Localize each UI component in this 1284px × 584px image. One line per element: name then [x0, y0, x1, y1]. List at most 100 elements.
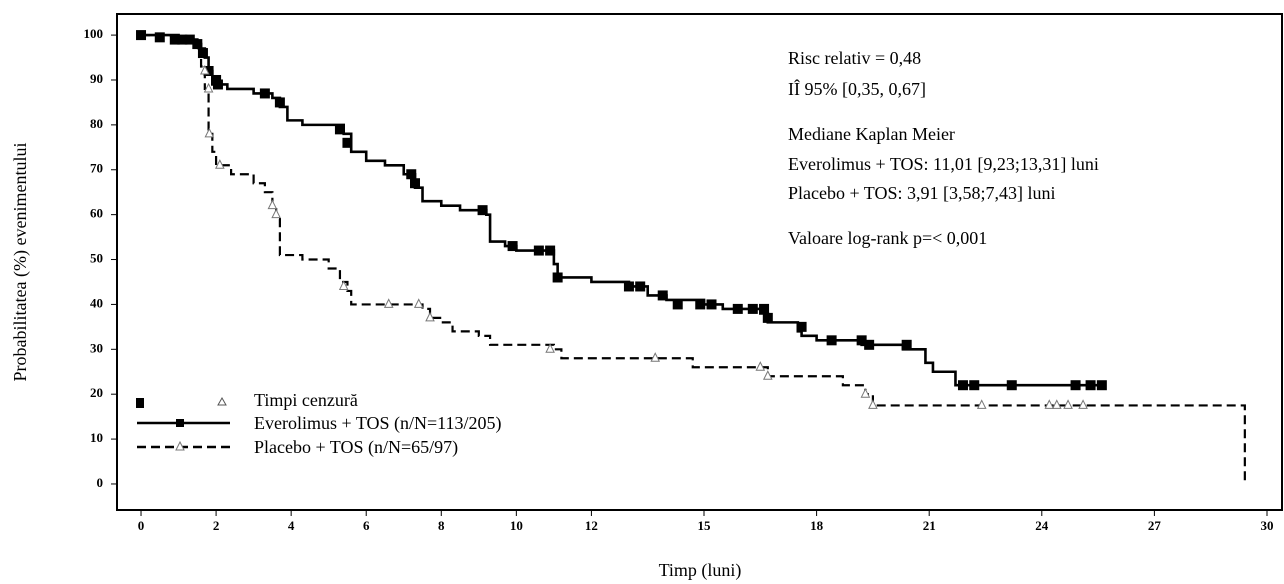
x-tick-label: 0	[138, 518, 145, 533]
annotation: IÎ 95% [0,35, 0,67]	[788, 78, 926, 99]
censor-mark	[1052, 399, 1062, 409]
censor-mark	[203, 82, 214, 93]
x-tick-label: 8	[438, 518, 445, 533]
censor-mark	[1006, 380, 1017, 391]
censor-mark	[334, 124, 345, 135]
censor-mark	[1044, 399, 1055, 409]
x-tick-label: 12	[585, 518, 598, 533]
censor-mark	[200, 64, 210, 75]
censor-mark	[477, 205, 488, 216]
censor-mark	[762, 312, 773, 323]
censor-mark	[1085, 380, 1096, 391]
censor-mark	[1096, 380, 1107, 391]
censor-mark	[672, 299, 683, 310]
censor-mark	[826, 335, 837, 346]
x-tick-label: 27	[1148, 518, 1162, 533]
censor-mark	[274, 97, 285, 108]
censor-mark	[650, 352, 661, 362]
x-tick-label: 24	[1035, 518, 1049, 533]
x-tick-label: 10	[510, 518, 523, 533]
x-axis-label: Timp (luni)	[659, 560, 742, 581]
censor-mark	[169, 34, 180, 45]
censor-mark	[533, 245, 544, 256]
censor-mark	[868, 399, 878, 409]
censor-mark	[695, 299, 706, 310]
censor-mark	[154, 32, 165, 43]
censor-mark	[184, 34, 195, 45]
y-tick-label: 80	[90, 116, 103, 131]
x-tick-label: 4	[288, 518, 295, 533]
legend-censor-label: Timpi cenzură	[254, 390, 358, 410]
legend-censor-square	[136, 398, 144, 408]
censor-mark	[259, 88, 270, 99]
y-tick-label: 20	[90, 385, 103, 400]
censor-mark	[271, 208, 281, 219]
censor-mark	[755, 361, 766, 371]
y-tick-label: 30	[90, 340, 103, 355]
censor-mark	[413, 298, 424, 308]
y-tick-label: 60	[90, 206, 103, 221]
censor-mark	[901, 339, 912, 350]
censor-mark	[215, 159, 225, 169]
censor-mark	[197, 48, 208, 59]
legend-marker	[176, 419, 184, 427]
censor-mark	[545, 343, 555, 353]
legend-censor-triangle	[217, 396, 227, 406]
censor-mark	[759, 303, 770, 314]
censor-mark	[796, 321, 807, 332]
annotation: Mediane Kaplan Meier	[788, 124, 955, 144]
y-tick-label: 40	[90, 295, 103, 310]
x-tick-label: 6	[363, 518, 370, 533]
x-tick-label: 15	[698, 518, 712, 533]
censor-mark	[732, 303, 743, 314]
annotation: Placebo + TOS: 3,91 [3,58;7,43] luni	[788, 183, 1055, 203]
y-tick-label: 90	[90, 71, 103, 86]
legend-marker	[175, 440, 185, 451]
km-curve	[141, 33, 1106, 387]
censor-mark	[969, 380, 980, 391]
plot-frame	[116, 13, 1283, 511]
censor-mark	[338, 280, 349, 290]
x-tick-label: 2	[213, 518, 220, 533]
censor-mark	[1070, 380, 1081, 391]
y-tick-label: 0	[97, 475, 104, 490]
y-tick-label: 100	[84, 26, 104, 41]
legend-label: Everolimus + TOS (n/N=113/205)	[254, 413, 501, 434]
censor-mark	[545, 245, 556, 256]
y-tick-label: 70	[90, 161, 103, 176]
censor-mark	[706, 299, 717, 310]
censor-mark	[212, 79, 223, 90]
y-tick-label: 50	[90, 251, 103, 266]
censor-mark	[192, 39, 203, 50]
censor-mark	[203, 66, 214, 77]
x-tick-label: 30	[1260, 518, 1273, 533]
censor-mark	[762, 370, 773, 380]
y-axis-label: Probabilitatea (%) evenimentului	[10, 143, 31, 382]
censor-mark	[507, 241, 518, 252]
censor-mark	[657, 290, 668, 301]
annotation: Valoare log-rank p=< 0,001	[788, 228, 987, 248]
censor-mark	[425, 311, 435, 322]
censor-mark	[267, 199, 278, 210]
censor-mark	[383, 298, 394, 308]
censor-mark	[552, 272, 563, 283]
censor-mark	[747, 303, 758, 314]
censor-mark	[976, 399, 987, 409]
annotation: Risc relativ = 0,48	[788, 48, 921, 68]
censor-mark	[1078, 399, 1088, 409]
censor-mark	[1063, 399, 1073, 409]
censor-mark	[957, 380, 968, 391]
censor-mark	[860, 388, 871, 398]
censor-mark	[623, 281, 634, 292]
censor-mark	[864, 339, 875, 350]
censor-mark	[410, 178, 421, 189]
legend-label: Placebo + TOS (n/N=65/97)	[254, 437, 458, 458]
censor-mark	[342, 137, 353, 148]
censor-mark	[406, 169, 417, 180]
annotation: Everolimus + TOS: 11,01 [9,23;13,31] lun…	[788, 154, 1099, 174]
censor-mark	[856, 335, 867, 346]
censor-mark	[204, 127, 215, 138]
x-tick-label: 21	[923, 518, 936, 533]
